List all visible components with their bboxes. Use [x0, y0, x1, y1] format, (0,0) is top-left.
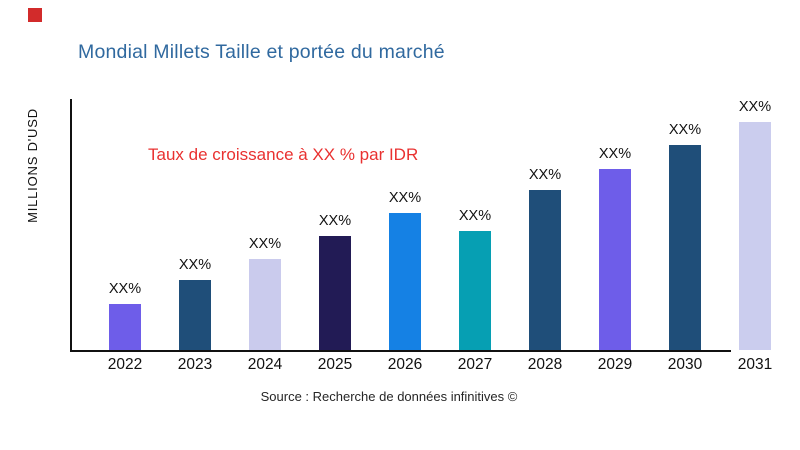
bar-value-label-2028: XX%	[528, 167, 562, 183]
bar-2027	[459, 231, 491, 350]
x-tick-label-2022: 2022	[107, 356, 143, 373]
growth-rate-annotation: Taux de croissance à XX % par IDR	[148, 145, 419, 164]
source-caption: Source : Recherche de données infinitive…	[260, 389, 518, 404]
x-tick-label-2024: 2024	[247, 356, 283, 373]
bar-2028	[529, 190, 561, 350]
x-axis-line	[70, 350, 731, 352]
x-tick-label-2030: 2030	[667, 356, 703, 373]
bar-2030	[669, 145, 701, 350]
x-tick-label-2026: 2026	[387, 356, 423, 373]
bar-value-label-2031: XX%	[738, 99, 772, 115]
y-axis-line	[70, 99, 72, 350]
bar-2026	[389, 213, 421, 350]
x-tick-label-2023: 2023	[177, 356, 213, 373]
brand-mark-red-square	[28, 8, 42, 22]
bar-2025	[319, 236, 351, 350]
bar-value-label-2026: XX%	[388, 190, 422, 206]
bar-value-label-2027: XX%	[458, 208, 492, 224]
bar-value-label-2022: XX%	[108, 281, 142, 297]
bar-2031	[739, 122, 771, 350]
x-tick-label-2029: 2029	[597, 356, 633, 373]
bar-value-label-2030: XX%	[668, 122, 702, 138]
bar-2024	[249, 259, 281, 350]
bar-2022	[109, 304, 141, 350]
bar-2029	[599, 169, 631, 350]
x-tick-label-2031: 2031	[737, 356, 773, 373]
x-tick-label-2027: 2027	[457, 356, 493, 373]
x-tick-label-2028: 2028	[527, 356, 563, 373]
bar-2023	[179, 280, 211, 350]
bar-value-label-2024: XX%	[248, 236, 282, 252]
chart-title: Mondial Millets Taille et portée du marc…	[78, 41, 445, 63]
x-tick-label-2025: 2025	[317, 356, 353, 373]
bar-value-label-2023: XX%	[178, 257, 212, 273]
bar-value-label-2029: XX%	[598, 146, 632, 162]
bar-value-label-2025: XX%	[318, 213, 352, 229]
y-axis-label: MILLIONS D'USD	[25, 108, 40, 223]
